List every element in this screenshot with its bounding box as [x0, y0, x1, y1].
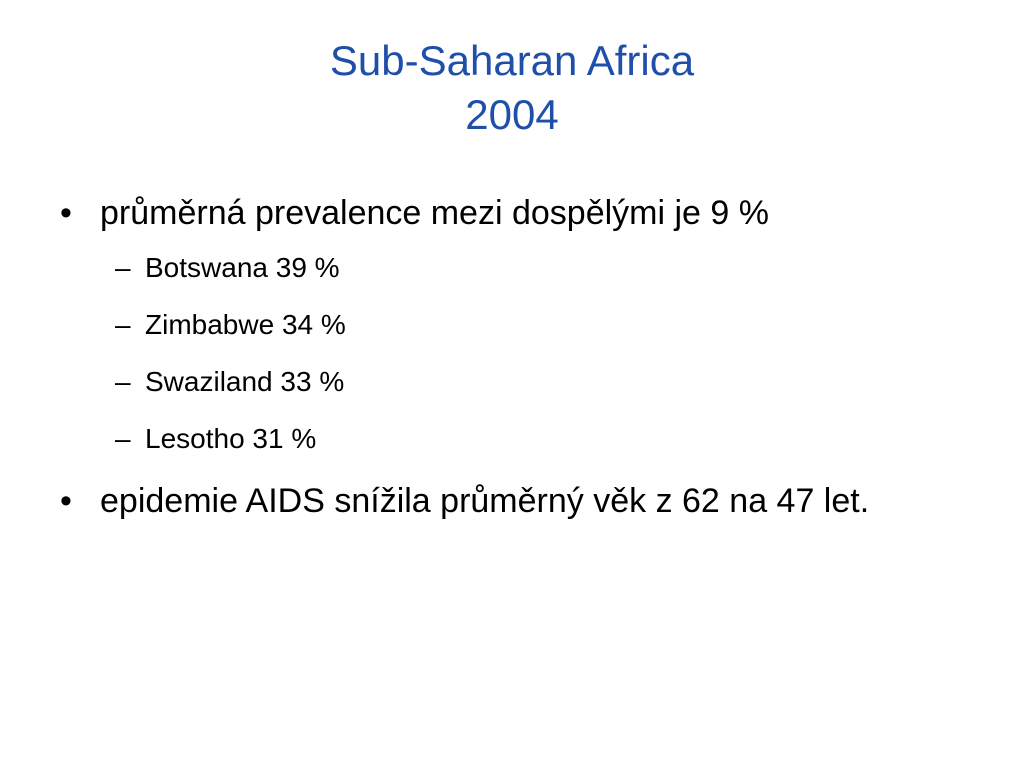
- dash: –: [115, 423, 131, 454]
- sub-bullet-row: – Swaziland 33 %: [60, 364, 970, 400]
- bullet: epidemie AIDS snížila průměrný věk z 62 …: [60, 478, 970, 524]
- sub-bullet-row: – Botswana 39 %: [60, 250, 970, 286]
- slide-body: průměrná prevalence mezi dospělými je 9 …: [60, 190, 970, 538]
- dash: –: [115, 309, 131, 340]
- sub-bullet: Swaziland 33 %: [145, 366, 345, 397]
- sub-bullet: Lesotho 31 %: [145, 423, 317, 454]
- sub-bullet: Botswana 39 %: [145, 252, 340, 283]
- sub-bullet-row: – Zimbabwe 34 %: [60, 307, 970, 343]
- title-line: Sub-Saharan Africa: [329, 37, 695, 84]
- slide-title: Sub-Saharan Africa 2004: [0, 34, 1024, 142]
- sub-bullet-row: – Lesotho 31 %: [60, 421, 970, 457]
- sub-bullet: Zimbabwe 34 %: [145, 309, 346, 340]
- dash: –: [115, 366, 131, 397]
- dash: –: [115, 252, 131, 283]
- bullet: průměrná prevalence mezi dospělými je 9 …: [60, 190, 970, 236]
- title-line: 2004: [465, 91, 559, 138]
